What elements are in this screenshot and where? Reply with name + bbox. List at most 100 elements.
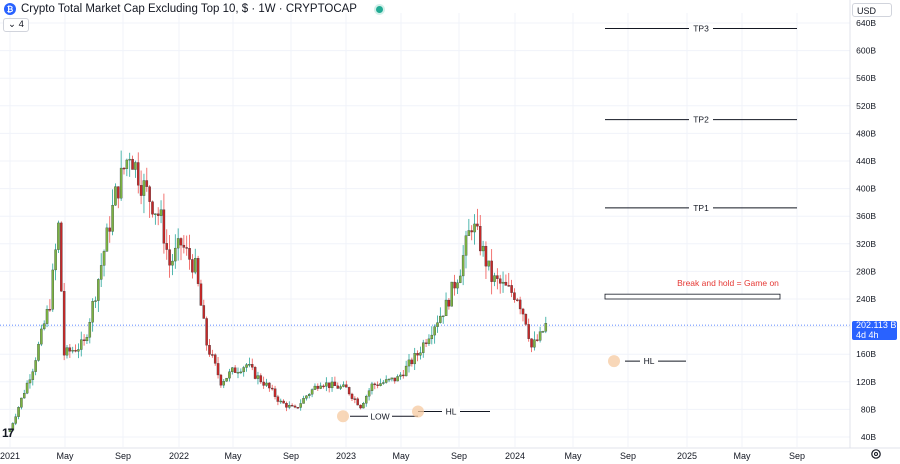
- candle-body: [285, 403, 288, 408]
- candle-down: [470, 225, 473, 241]
- candle-up: [128, 152, 131, 177]
- candle-body: [208, 345, 211, 355]
- candle-body: [319, 385, 322, 389]
- candle-up: [94, 296, 97, 308]
- candle-body: [162, 209, 166, 244]
- x-tick-label: 2022: [169, 451, 189, 461]
- candle-body: [202, 305, 206, 319]
- candle-body: [256, 375, 260, 379]
- candle-body: [288, 405, 291, 408]
- candle-down: [148, 185, 151, 218]
- candle-body: [313, 385, 317, 390]
- candle-body: [199, 283, 203, 306]
- candle-down: [108, 216, 112, 243]
- candle-body: [407, 359, 411, 367]
- x-tick-label: 2021: [0, 451, 20, 461]
- candle-down: [504, 274, 508, 286]
- candle-body: [302, 398, 305, 404]
- candle-body: [518, 299, 522, 310]
- candle-body: [20, 397, 23, 408]
- candle-up: [456, 279, 459, 294]
- candle-up: [11, 422, 15, 432]
- candle-up: [481, 240, 485, 257]
- candle-body: [219, 374, 223, 386]
- candle-body: [31, 371, 35, 380]
- candle-up: [91, 298, 94, 332]
- candle-body: [516, 299, 519, 301]
- y-tick-label: 600B: [856, 46, 876, 56]
- candle-down: [322, 384, 325, 389]
- candle-up: [430, 326, 434, 345]
- candle-down: [484, 241, 488, 279]
- candle-down: [82, 334, 86, 346]
- candle-body: [359, 404, 362, 409]
- candle-up: [40, 324, 43, 347]
- candle-up: [370, 381, 374, 395]
- candle-up: [382, 380, 385, 385]
- candle-body: [470, 230, 473, 233]
- candle-down: [233, 365, 237, 373]
- candle-up: [384, 375, 388, 384]
- candle-body: [62, 291, 66, 356]
- candle-up: [80, 331, 83, 357]
- y-tick-label: 280B: [856, 266, 876, 276]
- candle-down: [490, 249, 493, 295]
- candle-body: [193, 258, 197, 273]
- candle-down: [507, 272, 510, 287]
- currency-button[interactable]: USD: [852, 3, 892, 17]
- level-low: LOW: [350, 411, 418, 422]
- candle-body: [119, 167, 123, 199]
- candle-body: [168, 249, 171, 266]
- candle-body: [396, 376, 399, 382]
- candle-down: [196, 255, 200, 287]
- candle-up: [538, 326, 542, 343]
- candle-body: [513, 292, 516, 300]
- candle-body: [276, 396, 280, 402]
- candle-body: [370, 383, 374, 391]
- candle-body: [293, 405, 297, 408]
- candle-body: [139, 185, 143, 196]
- market-status-icon: [375, 5, 383, 13]
- candle-body: [179, 238, 183, 246]
- gear-icon[interactable]: [870, 448, 882, 460]
- candle-body: [205, 318, 208, 346]
- candle-down: [410, 357, 414, 367]
- candle-up: [65, 344, 69, 359]
- candle-body: [131, 158, 134, 170]
- candle-body: [242, 367, 245, 373]
- candle-down: [168, 235, 171, 278]
- indicators-toggle[interactable]: ⌄ 4: [3, 18, 29, 32]
- candle-body: [296, 407, 300, 409]
- candle-up: [85, 334, 89, 344]
- zone-label: Break and hold = Game on: [677, 278, 779, 288]
- candle-body: [34, 360, 37, 372]
- candle-down: [350, 392, 354, 401]
- candle-up: [228, 368, 231, 382]
- y-tick-label: 80B: [861, 404, 876, 414]
- candle-body: [51, 269, 55, 310]
- candle-down: [151, 200, 154, 218]
- candle-down: [393, 377, 396, 384]
- candle-up: [171, 253, 174, 276]
- candle-body: [108, 227, 112, 232]
- candle-body: [424, 342, 428, 344]
- candle-up: [439, 307, 442, 324]
- candle-up: [57, 220, 60, 254]
- y-tick-label: 440B: [856, 156, 876, 166]
- level-label-bg: [368, 411, 392, 422]
- last-price-value: 202.113 B: [856, 320, 897, 330]
- candle-up: [342, 381, 345, 388]
- candle-body: [182, 244, 186, 248]
- candle-body: [416, 353, 419, 356]
- candle-body: [245, 364, 248, 368]
- candle-body: [496, 275, 499, 279]
- candle-body: [125, 159, 129, 169]
- candle-up: [265, 378, 268, 387]
- candle-down: [285, 401, 288, 412]
- candle-down: [293, 404, 297, 409]
- level-label-bg: [689, 23, 713, 34]
- candle-up: [34, 357, 37, 376]
- candle-body: [310, 389, 314, 395]
- candle-up: [305, 395, 308, 401]
